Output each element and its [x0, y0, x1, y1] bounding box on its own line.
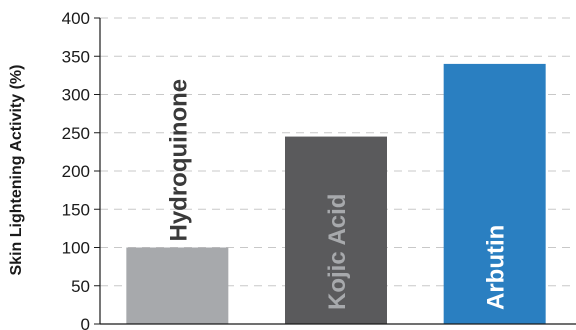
- bar: [285, 136, 387, 324]
- bar: [126, 247, 229, 324]
- y-tick-label: 350: [62, 47, 90, 66]
- bar-label: Hydroquinone: [165, 79, 192, 242]
- y-tick-label: 200: [62, 162, 90, 181]
- bar-label: Kojic Acid: [324, 194, 351, 310]
- y-tick-label: 300: [62, 86, 90, 105]
- bars: Hydroquinone Kojic Acid Arbutin: [126, 63, 546, 325]
- y-tick-label: 0: [81, 315, 90, 330]
- y-tick-labels: 0 50 100 150 200 250 300 350 400: [62, 9, 90, 330]
- y-tick-label: 50: [71, 277, 90, 296]
- y-tick-label: 250: [62, 124, 90, 143]
- bar: [443, 63, 546, 325]
- y-tick-label: 100: [62, 239, 90, 258]
- y-axis-title: Skin Lightening Activity (%): [8, 65, 25, 276]
- y-tick-label: 400: [62, 9, 90, 28]
- y-tick-label: 150: [62, 200, 90, 219]
- bar-label: Arbutin: [483, 225, 510, 310]
- axes: [94, 17, 576, 325]
